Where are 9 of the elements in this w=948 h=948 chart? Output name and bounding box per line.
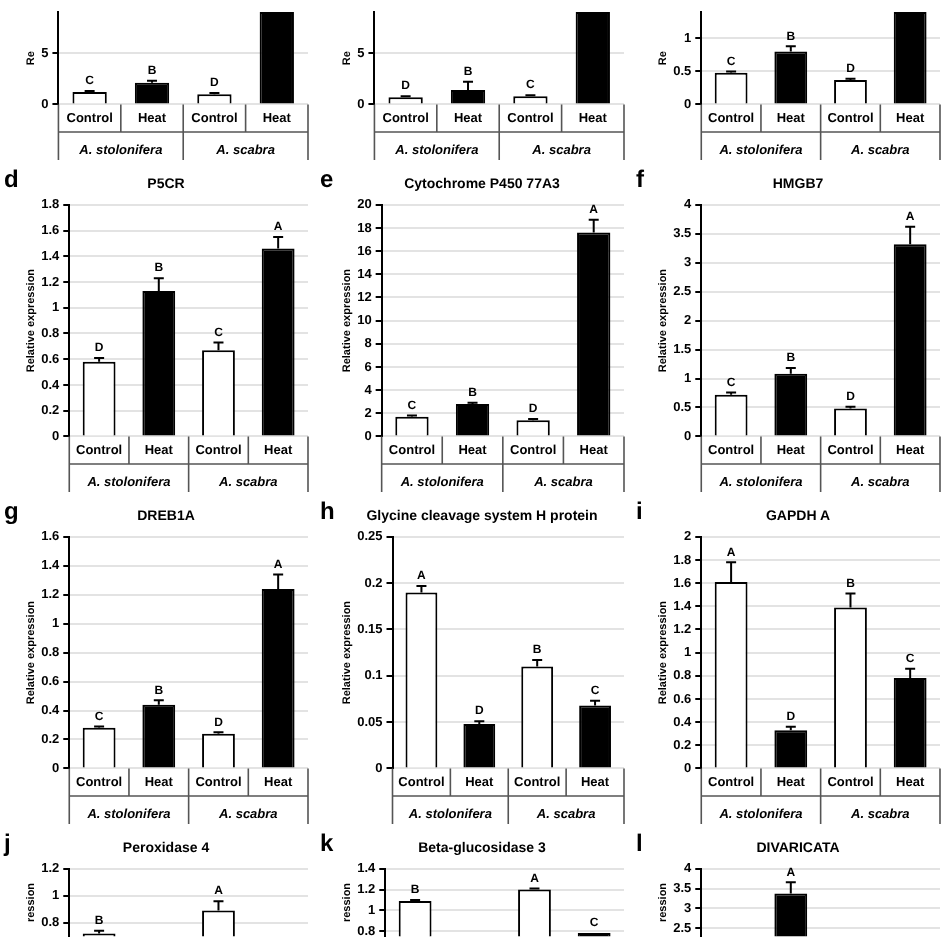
text: f [636,164,646,193]
text: d [4,164,19,193]
text: e [320,164,334,193]
text: k [320,828,334,857]
text: l [636,828,643,857]
text: g [4,496,19,525]
text: i [636,496,643,525]
text: j [2,828,11,857]
text: h [320,496,335,525]
